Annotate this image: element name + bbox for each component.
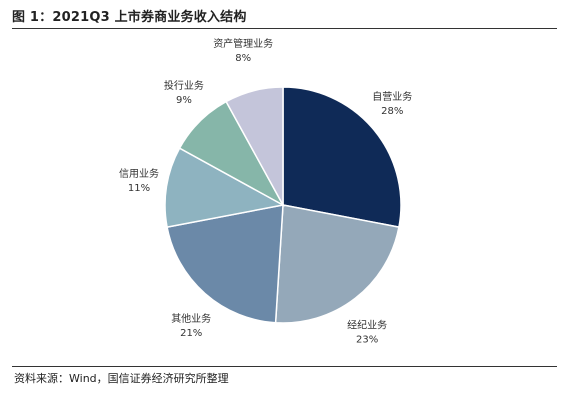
slice-label-4: 信用业务 (119, 167, 159, 180)
pie-slice-6 (225, 86, 284, 206)
slice-label-6: 资产管理业务 (213, 37, 273, 50)
pie-labels: 自营业务 28% 经纪业务 23% 其他业务 21% 信用业务 11% 投行业务 9% 资产管理业务… (119, 37, 412, 345)
slice-value-3: 21% (180, 328, 202, 339)
source-divider (12, 366, 557, 367)
slice-label-1: 自营业务 (372, 90, 412, 103)
title-divider (12, 28, 557, 29)
slice-label-3: 其他业务 (171, 312, 211, 325)
slice-label-2: 经纪业务 (347, 318, 387, 331)
pie-slices (164, 86, 402, 324)
pie-slice-2 (274, 204, 400, 324)
pie-slice-3 (166, 204, 284, 324)
slice-value-1: 28% (381, 106, 403, 117)
pie-slice-4 (164, 147, 286, 228)
chart-title: 图 1：2021Q3 上市券商业务收入结构 (12, 10, 247, 25)
slice-label-5: 投行业务 (164, 79, 204, 92)
slice-value-4: 11% (128, 183, 150, 194)
slice-value-5: 9% (176, 95, 192, 106)
slice-value-6: 8% (235, 53, 251, 64)
slice-value-2: 23% (356, 334, 378, 345)
source-note: 资料来源：Wind，国信证券经济研究所整理 (14, 372, 229, 385)
pie-slice-1 (282, 86, 402, 228)
